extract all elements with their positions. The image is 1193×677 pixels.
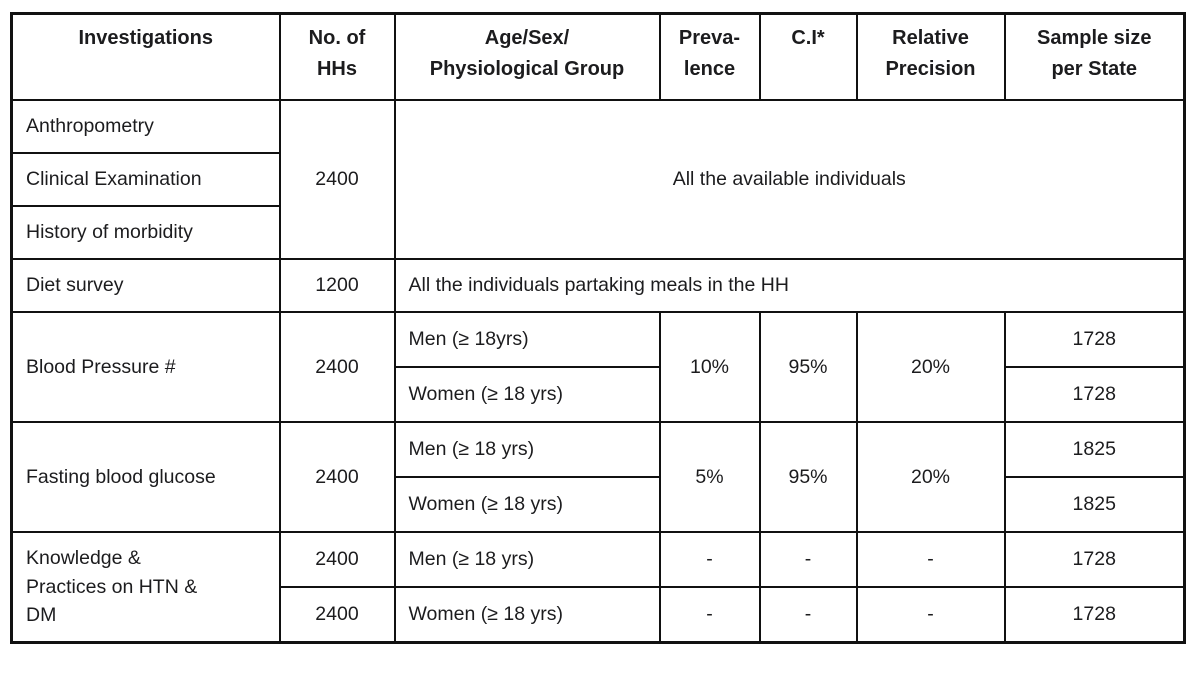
cell-investigation-knowledge-practices: Knowledge & Practices on HTN & DM bbox=[10, 531, 281, 643]
table-row: History of morbidity bbox=[10, 205, 1185, 260]
cell-sample-size-glucose-men: 1825 bbox=[1003, 421, 1186, 478]
cell-age-group-glucose-men: Men (≥ 18 yrs) bbox=[393, 421, 661, 478]
header-age-sex-group: Age/Sex/ Physiological Group bbox=[393, 12, 661, 101]
table-row: Fasting blood glucose 2400 Men (≥ 18 yrs… bbox=[10, 421, 1186, 533]
cell-investigation-history-morbidity: History of morbidity bbox=[10, 205, 281, 260]
cell-investigation-clinical-examination: Clinical Examination bbox=[10, 152, 281, 207]
cell-prevalence-glucose: 5% bbox=[658, 421, 761, 533]
cell-age-group-bp-men: Men (≥ 18yrs) bbox=[393, 311, 661, 368]
header-sample-size: Sample size per State bbox=[1003, 12, 1186, 101]
cell-sample-size-knowledge-men: 1728 bbox=[1003, 531, 1186, 588]
header-row: Investigations No. of HHs Age/Sex/ Physi… bbox=[10, 12, 1186, 101]
header-no-of-hhs: No. of HHs bbox=[278, 12, 396, 101]
cell-hh-count-glucose: 2400 bbox=[278, 421, 396, 533]
cell-ci-knowledge-women: - bbox=[758, 586, 858, 643]
cell-investigation-blood-pressure: Blood Pressure # bbox=[10, 311, 281, 423]
table-row: Blood Pressure # 2400 Men (≥ 18yrs) 10% … bbox=[10, 311, 1186, 423]
header-prevalence: Preva- lence bbox=[658, 12, 761, 101]
cell-relative-precision-glucose: 20% bbox=[855, 421, 1006, 533]
cell-sample-size-bp-men: 1728 bbox=[1003, 311, 1186, 368]
cell-investigation-diet-survey: Diet survey bbox=[10, 258, 281, 313]
cell-age-group-knowledge-women: Women (≥ 18 yrs) bbox=[393, 586, 661, 643]
cell-relative-precision-bp: 20% bbox=[855, 311, 1006, 423]
table-row: Women (≥ 18 yrs) 1825 bbox=[12, 476, 1186, 533]
cell-sample-size-knowledge-women: 1728 bbox=[1003, 586, 1186, 643]
cell-ci-knowledge-men: - bbox=[758, 531, 858, 588]
header-relative-precision: Relative Precision bbox=[855, 12, 1006, 101]
cell-relative-precision-knowledge-men: - bbox=[855, 531, 1006, 588]
table-row: 2400 Women (≥ 18 yrs) - - - 1728 bbox=[12, 586, 1186, 643]
cell-note-partaking-meals: All the individuals partaking meals in t… bbox=[393, 258, 1186, 313]
cell-ci-bp: 95% bbox=[758, 311, 858, 423]
cell-hh-count-diet: 1200 bbox=[278, 258, 396, 313]
cell-investigation-fasting-glucose: Fasting blood glucose bbox=[10, 421, 281, 533]
header-investigations: Investigations bbox=[10, 12, 281, 101]
cell-prevalence-bp: 10% bbox=[658, 311, 761, 423]
cell-relative-precision-knowledge-women: - bbox=[855, 586, 1006, 643]
table-row: Diet survey 1200 All the individuals par… bbox=[10, 258, 1186, 313]
cell-prevalence-knowledge-women: - bbox=[658, 586, 761, 643]
cell-ci-glucose: 95% bbox=[758, 421, 858, 533]
cell-hh-count-knowledge-men: 2400 bbox=[278, 531, 396, 588]
cell-prevalence-knowledge-men: - bbox=[658, 531, 761, 588]
table-row: Anthropometry 2400 All the available ind… bbox=[10, 99, 1186, 260]
cell-note-all-available: All the available individuals bbox=[393, 99, 1186, 260]
cell-hh-count-group1: 2400 bbox=[278, 99, 396, 260]
cell-age-group-bp-women: Women (≥ 18 yrs) bbox=[393, 366, 661, 423]
cell-hh-count-bp: 2400 bbox=[278, 311, 396, 423]
cell-age-group-knowledge-men: Men (≥ 18 yrs) bbox=[393, 531, 661, 588]
cell-hh-count-knowledge-women: 2400 bbox=[278, 586, 396, 643]
header-ci: C.I* bbox=[758, 12, 858, 101]
table-row: Clinical Examination bbox=[10, 152, 1185, 207]
survey-sampling-table: Investigations No. of HHs Age/Sex/ Physi… bbox=[10, 12, 1186, 644]
cell-sample-size-bp-women: 1728 bbox=[1003, 366, 1186, 423]
cell-age-group-glucose-women: Women (≥ 18 yrs) bbox=[393, 476, 661, 533]
table-row: Knowledge & Practices on HTN & DM 2400 M… bbox=[10, 531, 1186, 643]
cell-sample-size-glucose-women: 1825 bbox=[1003, 476, 1186, 533]
cell-investigation-anthropometry: Anthropometry bbox=[10, 99, 281, 154]
table-row: Women (≥ 18 yrs) 1728 bbox=[12, 366, 1186, 423]
